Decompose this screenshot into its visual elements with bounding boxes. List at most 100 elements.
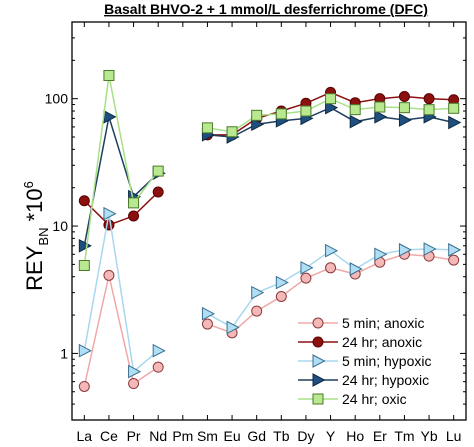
data-point: [201, 306, 216, 321]
data-point: [128, 210, 140, 222]
x-tick-label: Dy: [297, 428, 314, 444]
data-point: [423, 104, 435, 116]
legend-marker: [312, 336, 324, 348]
data-point: [152, 186, 164, 198]
data-point: [448, 243, 462, 257]
data-point: [152, 343, 166, 358]
data-point: [448, 102, 460, 114]
y-axis-label-main: REY: [22, 245, 47, 291]
data-point: [398, 102, 410, 114]
x-tick-label: La: [77, 428, 93, 444]
data-point: [251, 285, 265, 300]
data-point: [128, 364, 142, 379]
chart-title: Basalt BHVO-2 + 1 mmol/L desferrichrome …: [104, 1, 428, 17]
data-point: [374, 110, 388, 124]
legend-marker: [312, 373, 326, 387]
data-point: [300, 272, 312, 284]
y-tick-label: 10: [52, 218, 68, 234]
data-point: [251, 117, 265, 132]
legend-label: 5 min; hypoxic: [342, 353, 431, 369]
data-point: [398, 113, 413, 127]
legend-marker: [312, 317, 324, 329]
legend-marker: [312, 354, 326, 368]
x-tick-label: Er: [373, 428, 387, 444]
data-point: [226, 320, 240, 335]
legend-marker: [312, 393, 324, 405]
data-point: [78, 195, 90, 207]
data-point: [300, 105, 312, 117]
x-tick-label: Ce: [100, 428, 118, 444]
data-point: [349, 262, 363, 276]
x-tick-label: Tm: [394, 428, 414, 444]
series-line: [83, 116, 159, 246]
series-line: [207, 106, 454, 138]
data-point: [103, 206, 117, 221]
x-tick-label: Yb: [421, 428, 438, 444]
data-point: [103, 70, 115, 82]
axes-group: 1 10 100 La Ce Pr Nd Pm Sm Eu Gd Tb Dy Y Ho Er Tm Yb Lu: [45, 21, 466, 444]
legend-label: 24 hr; anoxic: [342, 334, 422, 350]
y-tick-label: 1: [60, 345, 68, 361]
data-point: [201, 122, 213, 134]
x-tick-label: Tb: [273, 428, 290, 444]
data-point: [325, 93, 337, 105]
x-tick-label: Pm: [172, 428, 193, 444]
x-tick-label: Pr: [127, 428, 141, 444]
y-axis-label-sup: 6: [21, 181, 36, 188]
legend: 5 min; anoxic 24 hr; anoxic 5 min; hypoxic…: [298, 315, 431, 407]
y-tick-label: 100: [45, 91, 69, 107]
series-4: [78, 70, 460, 271]
data-point: [325, 100, 339, 115]
data-point: [325, 262, 337, 274]
data-point: [201, 318, 213, 330]
x-tick-label: Eu: [224, 428, 241, 444]
data-point: [78, 259, 90, 271]
x-tick-label: Lu: [446, 428, 462, 444]
data-point: [300, 260, 314, 275]
data-point: [398, 243, 413, 257]
data-point: [251, 305, 263, 317]
y-axis-label-sub: BN: [36, 228, 51, 246]
plot-area-border: [71, 21, 467, 421]
data-point: [226, 126, 238, 138]
y-axis-label-tail: *10: [22, 188, 47, 227]
x-tick-label: Sm: [197, 428, 218, 444]
x-tick-label: Nd: [149, 428, 167, 444]
data-point: [128, 197, 140, 209]
data-point: [103, 269, 115, 281]
data-point: [103, 219, 115, 231]
data-point: [423, 242, 437, 256]
data-point: [275, 290, 287, 302]
data-point: [448, 115, 462, 130]
data-point: [128, 378, 140, 390]
y-axis-label: REYBN *106: [21, 181, 51, 291]
data-point: [78, 380, 90, 392]
data-point: [374, 247, 388, 262]
series-group: [78, 70, 462, 392]
plot-frame: [71, 21, 467, 421]
series-line: [83, 191, 159, 226]
data-point: [78, 343, 92, 358]
x-tick-label: Gd: [247, 428, 266, 444]
x-tick-label: Ho: [346, 428, 364, 444]
data-point: [275, 108, 287, 120]
series-3: [78, 100, 462, 253]
legend-label: 24 hr; hypoxic: [342, 372, 429, 388]
data-point: [423, 93, 435, 105]
data-point: [349, 104, 361, 116]
series-line: [83, 75, 159, 266]
x-tick-label: Y: [326, 428, 336, 444]
data-point: [448, 254, 460, 266]
series-line: [83, 275, 159, 387]
data-point: [152, 361, 164, 373]
legend-label: 5 min; anoxic: [342, 315, 424, 331]
data-point: [325, 243, 339, 258]
data-point: [398, 91, 410, 103]
series-line: [83, 213, 159, 374]
data-point: [152, 165, 164, 177]
data-point: [251, 109, 263, 121]
data-point: [78, 238, 92, 253]
legend-label: 24 hr; oxic: [342, 391, 407, 407]
data-point: [349, 114, 363, 129]
